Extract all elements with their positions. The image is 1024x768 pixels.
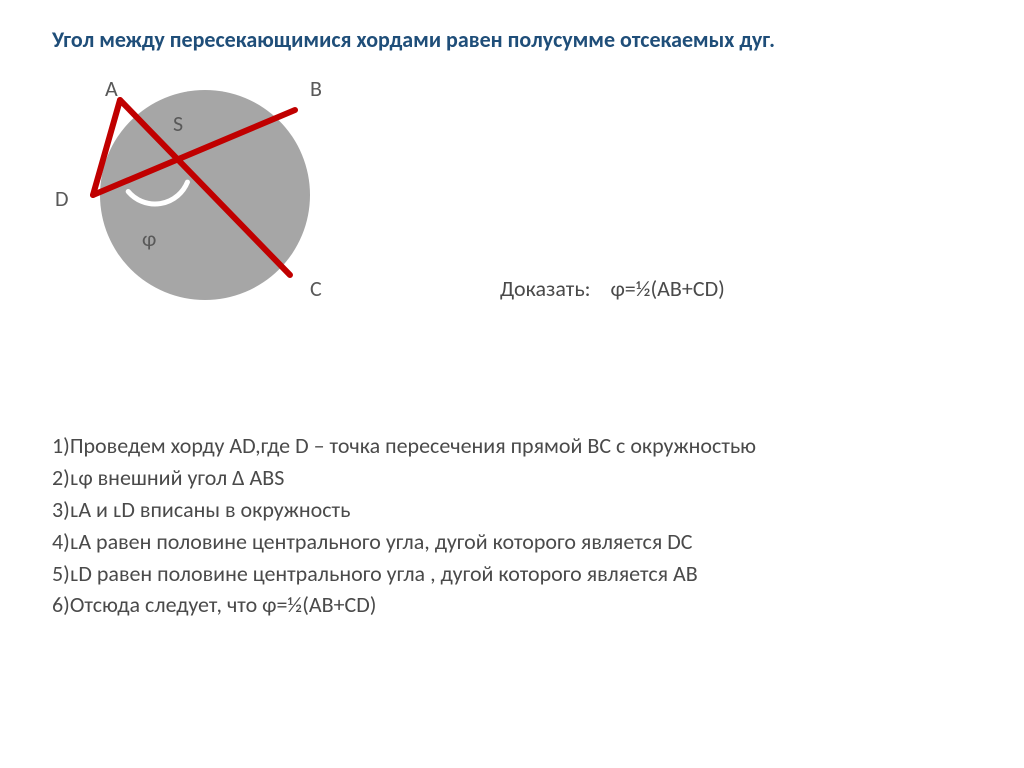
prove-label: Доказать: bbox=[500, 275, 591, 302]
label-D: D bbox=[55, 185, 69, 212]
step-4: 4)ʟA равен половине центрального угла, д… bbox=[52, 526, 756, 558]
page-title: Угол между пересекающимися хордами равен… bbox=[52, 26, 775, 53]
label-B: B bbox=[310, 75, 322, 102]
step-6: 6)Отсюда следует, что φ=½(AB+CD) bbox=[52, 589, 756, 621]
prove-line: Доказать: φ=½(AB+CD) bbox=[500, 275, 725, 302]
label-phi: φ bbox=[142, 225, 156, 252]
label-A: A bbox=[105, 75, 118, 102]
diagram-svg bbox=[80, 75, 380, 335]
chord-diagram: A B C D S φ bbox=[80, 75, 380, 335]
step-2: 2)ʟφ внешний угол Δ ABS bbox=[52, 462, 756, 494]
step-3: 3)ʟA и ʟD вписаны в окружность bbox=[52, 494, 756, 526]
label-C: C bbox=[310, 275, 322, 302]
prove-formula: φ=½(AB+CD) bbox=[610, 275, 724, 302]
step-1: 1)Проведем хорду AD,где D – точка пересе… bbox=[52, 430, 756, 462]
step-5: 5)ʟD равен половине центрального угла , … bbox=[52, 558, 756, 590]
label-S: S bbox=[173, 110, 183, 137]
proof-steps: 1)Проведем хорду AD,где D – точка пересе… bbox=[52, 430, 756, 621]
